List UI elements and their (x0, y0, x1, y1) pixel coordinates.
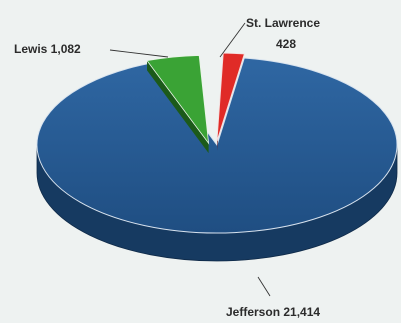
label-st-lawrence-value: 428 (276, 37, 296, 51)
leader-line-lewis (109, 49, 169, 58)
leader-line-st-lawrence (219, 22, 246, 58)
label-lewis: Lewis 1,082 (14, 42, 81, 56)
pie-slice-jefferson[interactable] (36, 57, 398, 234)
pie-slice-lewis[interactable] (146, 55, 210, 145)
pie-slice-lewis-side (147, 60, 209, 154)
label-jefferson: Jefferson 21,414 (226, 305, 320, 319)
label-st-lawrence-name: St. Lawrence (246, 16, 320, 30)
leader-line-jefferson (257, 276, 271, 297)
